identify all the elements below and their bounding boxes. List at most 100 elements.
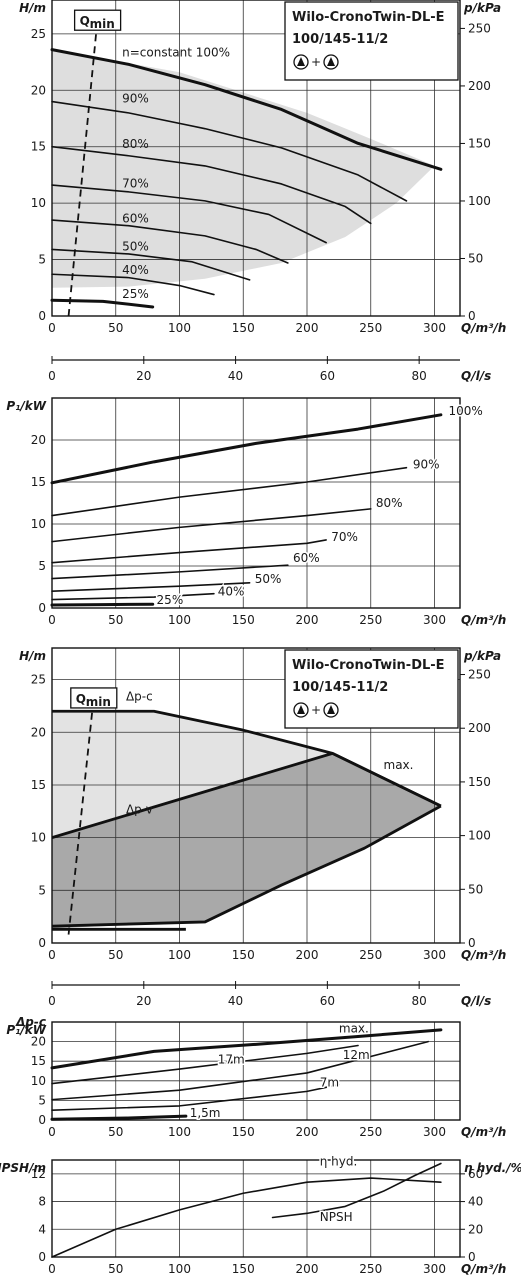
x-tick-label: 0 (48, 613, 56, 627)
y-axis-label: H/m (19, 649, 46, 663)
y2-tick-label: 150 (468, 775, 491, 789)
x-axis-label: Q/l/s (461, 994, 491, 1008)
pump-plus-sign: + (311, 703, 321, 717)
y-tick-label: 10 (31, 831, 46, 845)
x-tick-label: 150 (232, 613, 255, 627)
y-tick-label: 15 (31, 1054, 46, 1068)
y-tick-label: 10 (31, 196, 46, 210)
plot-frame (51, 397, 461, 609)
y-tick-label: 12 (31, 1167, 46, 1181)
series-max (50, 1028, 443, 1070)
pump-title-box: Wilo-CronoTwin-DL-E 100/145-11/2 + (284, 1, 459, 81)
curve-label-max: max. (339, 1022, 369, 1036)
series-1-5m (50, 1114, 188, 1121)
x-tick-label: 250 (359, 1262, 382, 1276)
y-tick-label: 0 (38, 309, 46, 323)
curve-label-7m: 7m (320, 1076, 339, 1090)
series-hyd (51, 1177, 442, 1258)
series-40 (51, 592, 215, 601)
curve-label-80: 80% (376, 496, 403, 510)
x-tick-label: 60 (320, 369, 335, 383)
curve-label-max: max. (384, 758, 414, 772)
curve-label-70: 70% (331, 530, 358, 544)
curve-bottom-curve (51, 804, 442, 928)
y-axis-label: P₁/kW (6, 1023, 46, 1037)
x-axis-label: Q/m³/h (461, 613, 506, 627)
series-7m (51, 1083, 340, 1111)
x-tick-label: 300 (423, 321, 446, 335)
dp-c-area (52, 711, 441, 838)
curve-label-p-c: Δp-c (126, 690, 153, 704)
curve-label-npsh: NPSH (320, 1210, 353, 1224)
y2-tick-label: 50 (468, 882, 483, 896)
y-tick-label: 20 (31, 1035, 46, 1049)
pump-plus-sign: + (311, 55, 321, 69)
x-tick-label: 0 (48, 321, 56, 335)
chart-1: 0 50 100 150 200 250 300 Q/m³/h0510152025H/m050… (19, 0, 506, 335)
y-tick-label: 0 (38, 936, 46, 950)
y-tick-label: 0 (38, 601, 46, 615)
dp-v-area (52, 753, 441, 929)
pump-title: Wilo-CronoTwin-DL-E (292, 10, 445, 25)
y2-axis-label: p/kPa (463, 1, 501, 15)
x-tick-label: 150 (232, 321, 255, 335)
x-tick-label: 50 (108, 321, 123, 335)
plot-frame (51, 647, 461, 944)
x-tick-label: 150 (232, 1125, 255, 1139)
y-tick-label: 4 (38, 1222, 46, 1236)
x-tick-label: 0 (48, 1125, 56, 1139)
pump-triangle-icon (297, 705, 305, 714)
x-tick-label: 150 (232, 948, 255, 962)
curve-label-60: 60% (122, 211, 149, 225)
series-12m (51, 1040, 429, 1101)
series-50 (51, 581, 251, 593)
series-40 (51, 273, 215, 296)
y-tick-label: 20 (31, 83, 46, 97)
series-60 (51, 219, 289, 264)
plot-frame (51, 1021, 461, 1121)
x-tick-label: 200 (296, 1262, 319, 1276)
x-tick-label: 100 (168, 321, 191, 335)
pump-triangle-icon (327, 705, 335, 714)
y-tick-label: 20 (31, 433, 46, 447)
y-axis-label-top: Δp-c (15, 1015, 46, 1029)
qmin-line (67, 705, 94, 935)
y2-tick-label: 0 (468, 1250, 476, 1264)
series-100 (50, 413, 443, 485)
qmin-line (67, 28, 98, 317)
curve-label-50: 50% (122, 240, 149, 254)
x-tick-label: 200 (296, 1125, 319, 1139)
chart-5: 0 20 40 60 80 Q/l/s (48, 981, 491, 1008)
x-tick-label: 250 (359, 613, 382, 627)
chart-2: 0 20 40 60 80 Q/l/s (48, 356, 491, 383)
chart-3: 0 50 100 150 200 250 300 Q/m³/h 0 5 10 15 20 P₁/kW 100… (6, 397, 506, 627)
y2-tick-label: 60 (468, 1167, 483, 1181)
series-70 (51, 539, 327, 564)
x-tick-label: 200 (296, 321, 319, 335)
qmin-label: Q (80, 14, 90, 28)
curve-label-12m: 12m (343, 1048, 370, 1062)
series-70 (51, 184, 327, 244)
x-axis-label: Q/m³/h (461, 321, 506, 335)
pump-triangle-icon (297, 57, 305, 66)
y-tick-label: 15 (31, 778, 46, 792)
x-tick-label: 50 (108, 1262, 123, 1276)
x-tick-label: 100 (168, 948, 191, 962)
qmin-box (70, 687, 118, 709)
series-50 (51, 248, 251, 281)
curve-label-n-constant-100: n=constant 100% (122, 45, 230, 59)
curve-label-hyd: η hyd. (320, 1155, 358, 1169)
y2-tick-label: 250 (468, 668, 491, 682)
x-tick-label: 0 (48, 948, 56, 962)
y2-tick-label: 150 (468, 136, 491, 150)
y2-tick-label: 50 (468, 251, 483, 265)
x-tick-label: 100 (168, 1262, 191, 1276)
y-tick-label: 5 (38, 253, 46, 267)
y2-tick-label: 0 (468, 936, 476, 950)
x-axis-label: Q/m³/h (461, 1125, 506, 1139)
y-tick-label: 5 (38, 1093, 46, 1107)
x-tick-label: 300 (423, 613, 446, 627)
curve-label-40: 40% (218, 584, 245, 598)
x-tick-label: 100 (168, 613, 191, 627)
pump-model: 100/145-11/2 (292, 32, 388, 47)
